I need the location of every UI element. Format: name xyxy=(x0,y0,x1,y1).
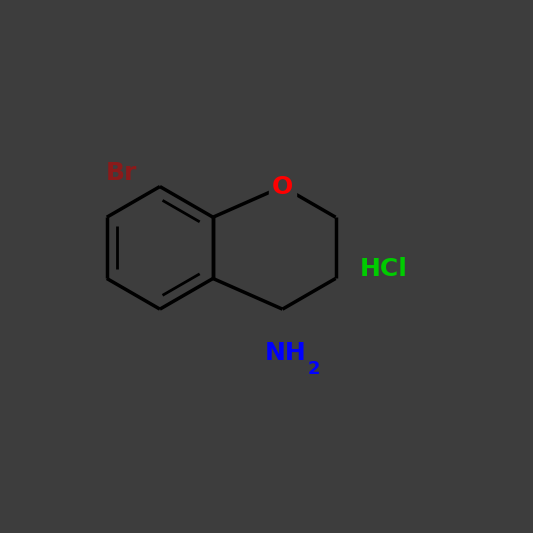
Bar xyxy=(266,341,320,365)
Text: HCl: HCl xyxy=(360,257,408,281)
Text: Br: Br xyxy=(106,161,137,185)
Text: NH: NH xyxy=(264,341,306,365)
Bar xyxy=(269,174,296,198)
Text: 2: 2 xyxy=(308,360,320,378)
Text: O: O xyxy=(272,174,293,199)
